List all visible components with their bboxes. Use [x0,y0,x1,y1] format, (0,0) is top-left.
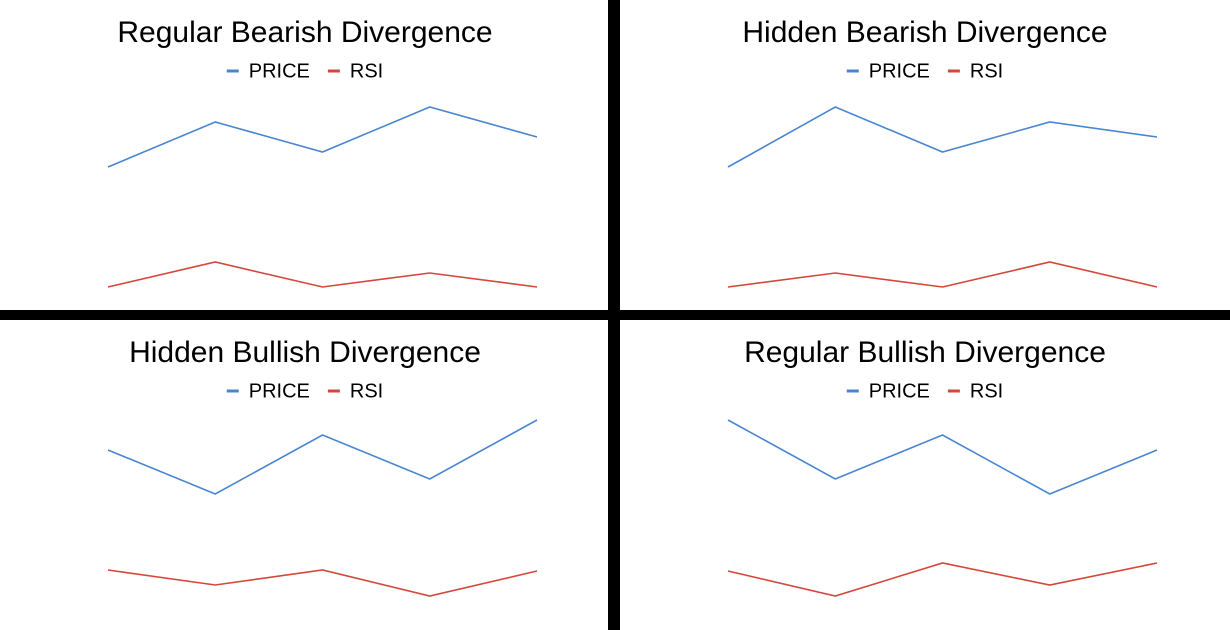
chart-panel: Hidden Bullish Divergence PRICE RSI [0,320,608,630]
chart-panel: Regular Bearish Divergence PRICE RSI [0,0,608,310]
legend: PRICE RSI [226,380,383,402]
legend: PRICE RSI [846,60,1003,82]
chart-panel: Regular Bullish Divergence PRICE RSI [620,320,1230,630]
legend-label: PRICE [869,380,930,402]
legend: PRICE RSI [226,60,383,82]
chart-title: Regular Bullish Divergence [744,336,1106,369]
chart: Regular Bullish Divergence PRICE RSI [727,336,1158,597]
chart: Hidden Bullish Divergence PRICE RSI [107,336,538,597]
legend-label: RSI [350,380,383,402]
series-line [727,106,1158,168]
legend-label: RSI [970,60,1003,82]
legend-label: PRICE [869,60,930,82]
series-line [727,562,1158,597]
series-line [107,261,538,288]
chart-title: Hidden Bullish Divergence [129,336,481,369]
legend: PRICE RSI [846,380,1003,402]
series-line [727,261,1158,288]
series-line [107,106,538,168]
legend-label: RSI [350,60,383,82]
chart-title: Hidden Bearish Divergence [742,16,1107,49]
series-line [107,569,538,597]
chart-title: Regular Bearish Divergence [117,16,492,49]
legend-label: RSI [970,380,1003,402]
legend-label: PRICE [249,380,310,402]
chart-panel: Hidden Bearish Divergence PRICE RSI [620,0,1230,310]
series-line [727,419,1158,495]
series-line [107,419,538,495]
chart: Regular Bearish Divergence PRICE RSI [107,16,538,288]
legend-label: PRICE [249,60,310,82]
chart: Hidden Bearish Divergence PRICE RSI [727,16,1158,288]
